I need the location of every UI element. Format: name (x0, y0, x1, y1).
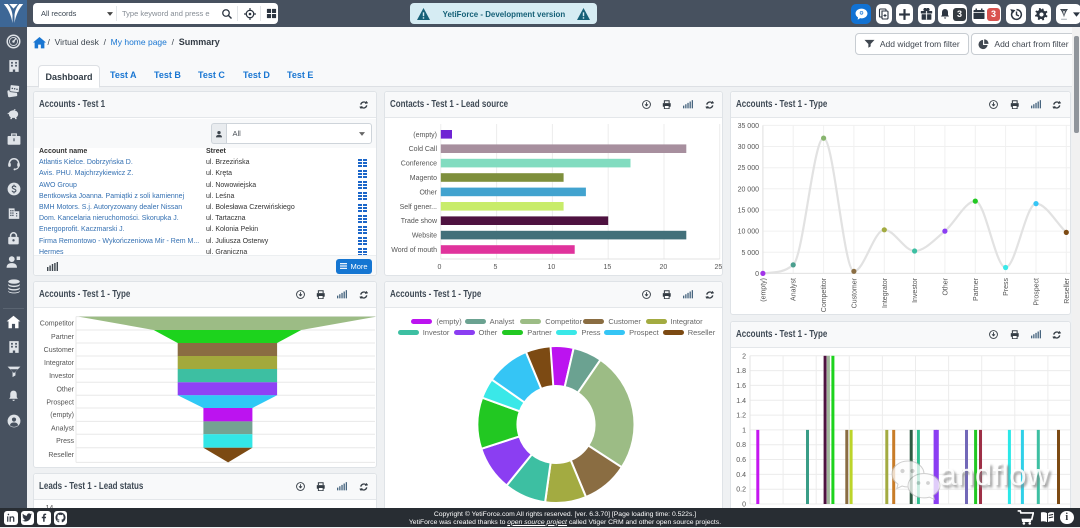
svg-text:Self gener...: Self gener... (399, 204, 436, 211)
svg-text:1.6: 1.6 (736, 383, 746, 390)
svg-text:Press: Press (56, 438, 74, 445)
svg-text:(empty): (empty) (50, 412, 74, 419)
svg-text:Prospect: Prospect (1033, 278, 1040, 306)
svg-text:Trade show: Trade show (400, 218, 437, 225)
svg-text:35 000: 35 000 (737, 123, 759, 130)
svg-text:Analyst: Analyst (51, 425, 74, 432)
svg-text:Cold Call: Cold Call (408, 146, 437, 153)
svg-text:Magento: Magento (409, 175, 436, 182)
svg-text:1.2: 1.2 (736, 413, 746, 420)
svg-text:Reseller: Reseller (1063, 277, 1069, 303)
svg-text:Website: Website (411, 233, 436, 240)
svg-text:Other: Other (942, 277, 949, 295)
svg-text:Customer: Customer (43, 347, 74, 354)
svg-text:Other: Other (56, 386, 74, 393)
svg-text:Analyst: Analyst (790, 278, 797, 301)
svg-text:0.8: 0.8 (736, 442, 746, 449)
svg-text:0.2: 0.2 (736, 487, 746, 494)
svg-text:0.6: 0.6 (736, 457, 746, 464)
svg-text:(empty): (empty) (413, 132, 437, 139)
svg-text:1.8: 1.8 (736, 368, 746, 375)
svg-text:Competitor: Competitor (821, 277, 828, 312)
svg-text:Investor: Investor (912, 277, 919, 303)
svg-text:30 000: 30 000 (737, 144, 759, 151)
svg-text:5 000: 5 000 (741, 250, 759, 257)
svg-text:Integrator: Integrator (44, 360, 75, 367)
svg-text:0.4: 0.4 (736, 472, 746, 479)
svg-text:Integrator: Integrator (881, 277, 888, 308)
svg-text:Conference: Conference (400, 161, 436, 168)
svg-text:2: 2 (742, 353, 746, 360)
svg-text:(empty): (empty) (760, 278, 767, 302)
svg-text:Competitor: Competitor (39, 321, 74, 328)
svg-text:Other: Other (419, 189, 437, 196)
svg-text:15 000: 15 000 (737, 208, 759, 215)
svg-text:Word of mouth: Word of mouth (391, 247, 437, 254)
svg-text:Partner: Partner (972, 277, 979, 301)
svg-text:0: 0 (755, 271, 759, 278)
svg-text:Partner: Partner (51, 334, 75, 341)
svg-text:Investor: Investor (49, 373, 75, 380)
svg-text:1: 1 (742, 427, 746, 434)
svg-text:Prospect: Prospect (46, 399, 74, 406)
svg-text:Press: Press (1003, 278, 1010, 296)
svg-text:25 000: 25 000 (737, 165, 759, 172)
svg-text:20 000: 20 000 (737, 186, 759, 193)
svg-text:1.4: 1.4 (736, 398, 746, 405)
svg-text:10 000: 10 000 (737, 229, 759, 236)
svg-text:Reseller: Reseller (48, 452, 74, 459)
svg-text:0: 0 (742, 502, 746, 509)
svg-text:Customer: Customer (851, 277, 858, 308)
